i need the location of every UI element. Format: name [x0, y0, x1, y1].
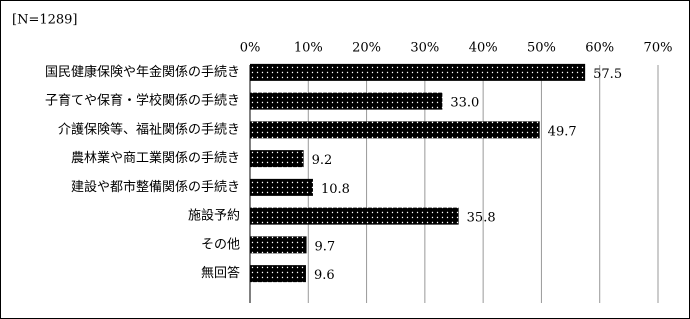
value-label: 57.5	[593, 67, 622, 82]
x-tick-label: 30%	[410, 41, 439, 56]
bar	[250, 63, 586, 81]
x-tick-label: 50%	[527, 41, 556, 56]
x-tick-label: 70%	[644, 41, 673, 56]
value-label: 9.7	[315, 239, 336, 254]
bar	[250, 92, 443, 110]
value-label: 9.6	[314, 268, 335, 283]
y-tick-label: 施設予約	[188, 208, 240, 224]
bar	[250, 236, 307, 254]
y-tick-label: 子育てや保育・学校関係の手続き	[45, 93, 240, 109]
bar	[250, 265, 306, 283]
value-label: 10.8	[321, 182, 350, 197]
y-tick-label: 介護保険等、福祉関係の手続き	[58, 121, 240, 137]
bar	[250, 150, 304, 168]
subtitle: [N=1289]	[12, 13, 78, 28]
x-tick-label: 20%	[352, 41, 381, 56]
bar	[250, 121, 540, 139]
x-tick-label: 60%	[585, 41, 614, 56]
value-label: 35.8	[467, 211, 496, 226]
x-tick-label: 10%	[294, 41, 323, 56]
y-tick-label: 建設や都市整備関係の手続き	[71, 179, 240, 195]
y-tick-label: 無回答	[201, 265, 240, 281]
x-tick-label: 0%	[240, 41, 261, 56]
bar	[250, 207, 459, 225]
value-label: 33.0	[450, 96, 479, 111]
y-tick-label: 農林業や商工業関係の手続き	[71, 150, 240, 166]
x-tick-label: 40%	[469, 41, 498, 56]
value-label: 49.7	[548, 124, 577, 139]
y-tick-label: その他	[201, 237, 240, 252]
value-label: 9.2	[312, 153, 333, 168]
bar	[250, 178, 313, 196]
y-tick-label: 国民健康保険や年金関係の手続き	[45, 64, 240, 80]
